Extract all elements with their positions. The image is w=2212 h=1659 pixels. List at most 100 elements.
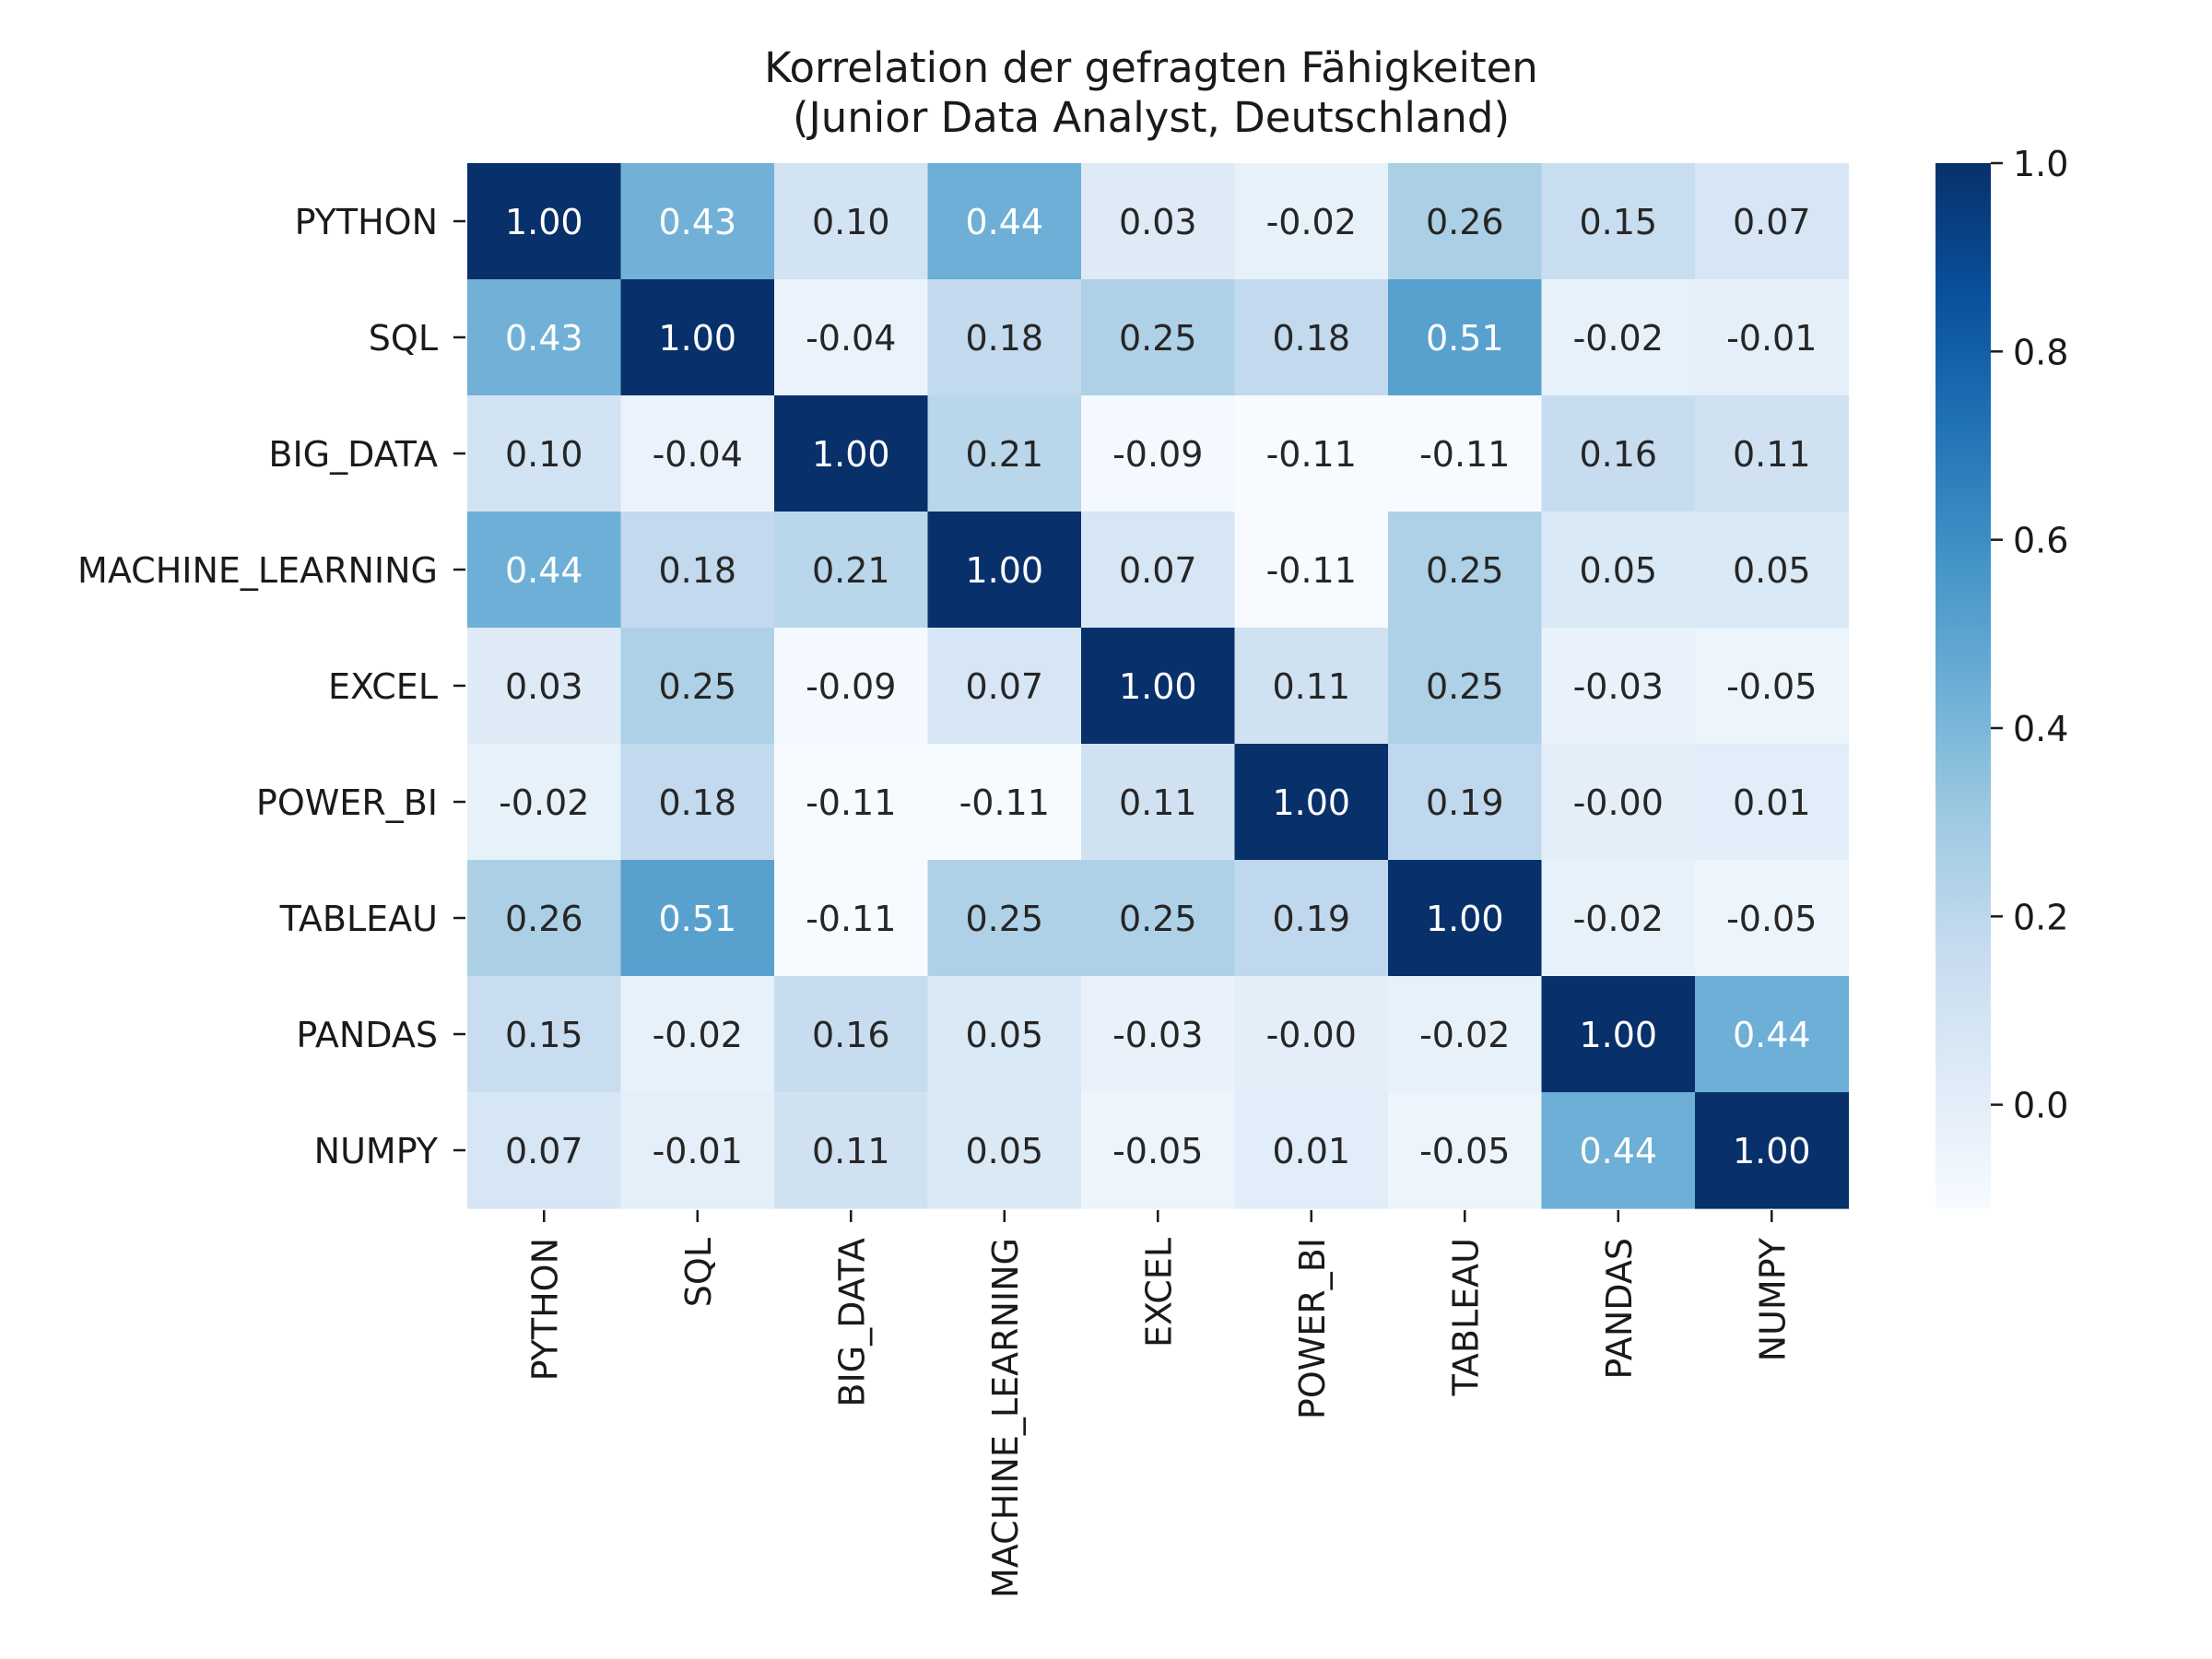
heatmap-cell [774,512,929,629]
heatmap-cell [1234,279,1389,396]
cell-value-label: -0.11 [959,782,1050,823]
heatmap-cell [1081,744,1236,861]
heatmap-cell [1081,1092,1236,1209]
heatmap-cell [1541,1092,1696,1209]
heatmap-cell [620,395,775,512]
heatmap-cell [1388,512,1543,629]
cell-value-label: -0.01 [1726,318,1817,359]
heatmap-cell [927,976,1082,1093]
cell-value-label: 0.44 [965,202,1043,242]
heatmap-cell [774,628,929,745]
heatmap-cell [774,744,929,861]
cell-value-label: 0.01 [1733,782,1811,823]
heatmap-cell [1388,976,1543,1093]
cell-value-label: -0.02 [1266,202,1357,242]
cell-value-label: -0.03 [1112,1015,1203,1055]
heatmap-cell [1695,512,1850,629]
cell-value-label: 0.18 [658,782,736,823]
heatmap-cell [467,163,622,280]
colorbar-tick-label: 0.6 [2013,521,2068,561]
heatmap-cell [1695,744,1850,861]
x-axis-tick-label: SQL [678,1238,719,1307]
heatmap-cell [1695,860,1850,977]
cell-value-label: -0.11 [806,899,896,939]
cell-value-label: 0.11 [812,1131,890,1171]
cell-value-label: -0.09 [806,666,896,707]
cell-value-label: 1.00 [812,434,890,475]
heatmap-cell [927,395,1082,512]
cell-value-label: -0.04 [653,434,743,475]
cell-value-label: 0.10 [812,202,890,242]
cell-value-label: 0.05 [1733,550,1811,591]
heatmap-cell [467,395,622,512]
heatmap-cell [1541,512,1696,629]
cell-value-label: 0.03 [1119,202,1197,242]
heatmap-cell [1388,744,1543,861]
heatmap-cell [467,1092,622,1209]
colorbar-tick-label: 0.2 [2013,897,2068,937]
heatmap-cell [1695,976,1850,1093]
cell-value-label: -0.09 [1112,434,1203,475]
heatmap-cell [1081,395,1236,512]
heatmap-cell [927,744,1082,861]
y-axis-tick-label: TABLEAU [279,899,438,939]
heatmap-cell [1541,628,1696,745]
heatmap-cell [1695,163,1850,280]
cell-value-label: 0.25 [658,666,736,707]
heatmap-cell [1388,163,1543,280]
colorbar-tick-label: 0.8 [2013,332,2068,372]
cell-value-label: 1.00 [1272,782,1350,823]
cell-value-label: 0.19 [1426,782,1504,823]
colorbar-tick-label: 0.4 [2013,709,2068,749]
x-axis-tick-label: TABLEAU [1445,1238,1486,1396]
cell-value-label: 0.18 [1272,318,1350,359]
cell-value-label: 1.00 [1119,666,1197,707]
heatmap-cell [1541,163,1696,280]
heatmap-cell [927,1092,1082,1209]
cell-value-label: 0.25 [965,899,1043,939]
cell-value-label: -0.11 [1266,550,1357,591]
cell-value-label: -0.05 [1726,666,1817,707]
cell-value-label: 0.51 [1426,318,1504,359]
heatmap-cell [774,976,929,1093]
cell-value-label: 0.26 [1426,202,1504,242]
x-axis-tick-label: BIG_DATA [831,1238,872,1407]
x-axis-tick-label: NUMPY [1752,1237,1793,1361]
heatmap-cell [927,279,1082,396]
cell-value-label: 0.05 [965,1131,1043,1171]
heatmap-cell [1388,628,1543,745]
heatmap-cell [927,860,1082,977]
heatmap-cell [1234,395,1389,512]
cell-value-label: -0.05 [1419,1131,1510,1171]
colorbar-gradient [1936,163,1991,1208]
heatmap-cell [467,860,622,977]
x-axis-tick-label: PANDAS [1599,1238,1640,1380]
cell-value-label: 0.25 [1426,666,1504,707]
colorbar-tick-label: 1.0 [2013,144,2068,184]
cell-value-label: 0.21 [965,434,1043,475]
heatmap-cell [1388,279,1543,396]
heatmap-cell [620,512,775,629]
heatmap-cell [774,279,929,396]
heatmap-cell [1541,860,1696,977]
cell-value-label: 1.00 [965,550,1043,591]
heatmap-cell [774,395,929,512]
heatmap-cell [1541,744,1696,861]
heatmap-cell [1081,976,1236,1093]
cell-value-label: 0.16 [1579,434,1657,475]
heatmap-cell [620,628,775,745]
heatmap-cell [467,744,622,861]
heatmap-cell [1541,395,1696,512]
heatmap-cell [1695,1092,1850,1209]
x-axis-tick-label: POWER_BI [1292,1238,1333,1419]
cell-value-label: 0.21 [812,550,890,591]
heatmap-cell [467,628,622,745]
heatmap-cell [927,628,1082,745]
heatmap-cell [1081,279,1236,396]
cell-value-label: 0.44 [505,550,583,591]
y-axis-tick-label: POWER_BI [256,782,438,823]
heatmap-cell [1234,860,1389,977]
heatmap-cell [1388,1092,1543,1209]
cell-value-label: 0.01 [1272,1131,1350,1171]
